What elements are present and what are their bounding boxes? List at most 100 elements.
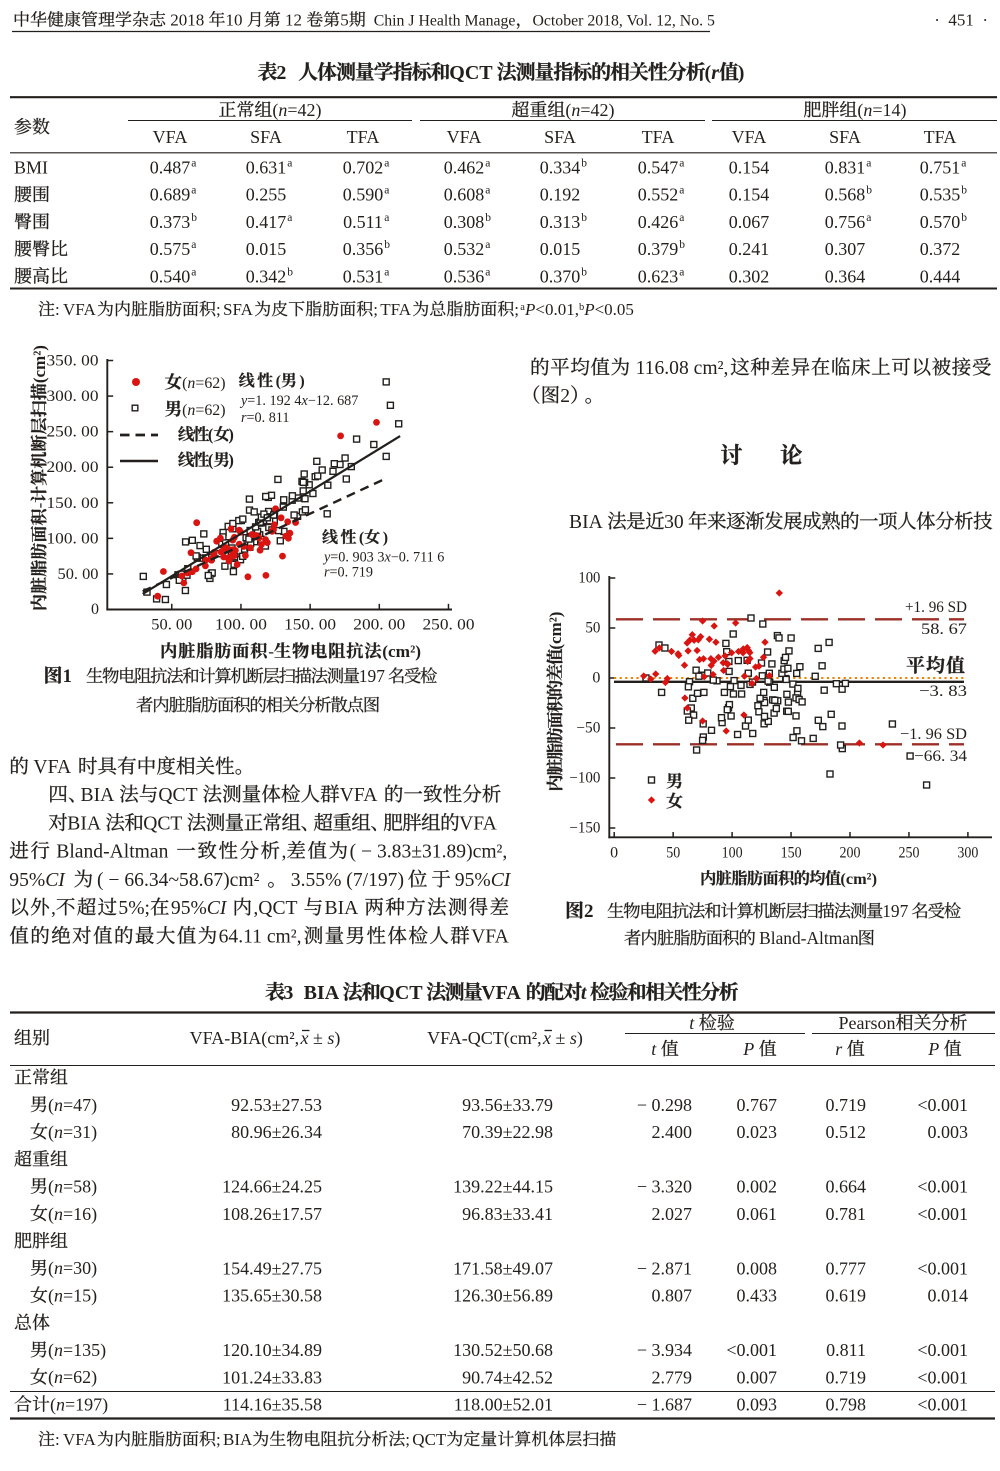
svg-text:0.719: 0.719 [826,1095,867,1115]
svg-text:±: ± [309,1028,328,1048]
svg-text:=16): =16) [63,1204,97,1225]
svg-text:0.756: 0.756 [825,212,866,232]
svg-text:cm²: cm² [30,351,49,378]
svg-text:30: 30 [664,512,689,533]
svg-text:0.751: 0.751 [920,158,961,178]
svg-text:0.356: 0.356 [343,239,384,259]
svg-text:n: n [54,1095,63,1115]
svg-text:n: n [571,100,580,120]
svg-text:a: a [866,212,871,224]
svg-text:n: n [54,1367,63,1387]
svg-text:b: b [961,212,967,224]
svg-text:0: 0 [610,845,618,862]
svg-text:197: 197 [882,901,912,921]
svg-text:0.007: 0.007 [737,1367,778,1387]
svg-text:93.56±33.79: 93.56±33.79 [462,1095,553,1115]
svg-text:x: x [300,1028,309,1048]
svg-text:( − 3.83±31.89)cm²,: ( − 3.83±31.89)cm², [350,842,508,863]
svg-text:cm²: cm² [388,642,415,661]
svg-text:Chin J Health Manage: Chin J Health Manage [366,13,516,30]
svg-text:): ) [415,642,421,661]
svg-text:2.779: 2.779 [652,1367,693,1387]
svg-text:<0.001: <0.001 [917,1367,968,1387]
svg-text:;: ; [373,300,378,319]
svg-text:0.373: 0.373 [150,212,191,232]
svg-text:a: a [520,302,525,313]
svg-text:a: a [485,266,490,278]
svg-text:90.74±42.52: 90.74±42.52 [462,1367,553,1387]
svg-text:200. 00: 200. 00 [353,617,405,634]
svg-text:VFA-BIA(cm²,: VFA-BIA(cm², [190,1028,300,1049]
svg-text:0.014: 0.014 [928,1286,969,1306]
svg-text:=58): =58) [63,1177,97,1198]
svg-text:(: ( [48,1122,54,1143]
svg-text:CI: CI [491,870,512,891]
svg-text:150. 00: 150. 00 [47,495,99,512]
svg-text:a: a [384,266,389,278]
svg-text:<0.001: <0.001 [917,1177,968,1197]
svg-text:0.552: 0.552 [638,185,679,205]
svg-text:50: 50 [585,620,600,637]
svg-text:0.364: 0.364 [825,266,866,286]
svg-text:92.53±27.53: 92.53±27.53 [231,1095,322,1115]
svg-text:0.154: 0.154 [729,185,770,205]
svg-text:0.370: 0.370 [540,266,581,286]
svg-text:a: a [191,185,196,197]
svg-text:0.334: 0.334 [540,158,581,178]
svg-text:QCT: QCT [412,1430,447,1449]
svg-text:a: a [961,158,966,170]
svg-text:0.008: 0.008 [737,1258,778,1278]
svg-text:cm²: cm² [846,869,872,888]
svg-text:250: 250 [899,845,920,862]
svg-text:): ) [299,373,304,390]
svg-text:2: 2 [276,62,286,84]
svg-text:BIA: BIA [325,898,363,919]
svg-text:0.807: 0.807 [652,1286,693,1306]
svg-text:=62): =62) [63,1367,97,1388]
svg-text:2018: 2018 [166,11,209,30]
svg-text:124.66±24.25: 124.66±24.25 [222,1177,322,1197]
svg-text:( − 66.34~58.67)cm²: ( − 66.34~58.67)cm² [97,870,260,891]
svg-text:0.719: 0.719 [826,1367,867,1387]
svg-text:y: y [322,550,331,566]
svg-text:0.532: 0.532 [444,239,485,259]
svg-text:100: 100 [578,570,600,587]
svg-text:VFA-QCT(cm²,: VFA-QCT(cm², [427,1028,542,1049]
svg-text:VFA: VFA [459,814,497,835]
svg-text:TFA: TFA [642,127,675,147]
svg-text:0.417: 0.417 [246,212,287,232]
svg-text:0.002: 0.002 [737,1177,778,1197]
svg-text:BIA: BIA [569,512,607,533]
svg-text:101.24±33.83: 101.24±33.83 [222,1367,322,1387]
svg-text:200: 200 [840,845,861,862]
svg-text:118.00±52.01: 118.00±52.01 [454,1395,553,1415]
svg-text:50. 00: 50. 00 [58,566,99,583]
svg-text:): ) [738,62,745,84]
svg-text:3: 3 [283,982,293,1004]
svg-text:s: s [570,1028,577,1048]
svg-text:(: ( [382,642,388,661]
svg-text:130.52±50.68: 130.52±50.68 [453,1340,553,1360]
svg-text:0.608: 0.608 [444,185,485,205]
svg-text:95%: 95% [455,870,491,891]
svg-text:135.65±30.58: 135.65±30.58 [222,1286,322,1306]
svg-text:0.590: 0.590 [343,185,384,205]
svg-text:0.575: 0.575 [150,239,191,259]
svg-text:0.536: 0.536 [444,266,485,286]
svg-text:): ) [383,530,388,547]
svg-text:(: ( [208,451,214,470]
svg-text:(: ( [48,1340,54,1361]
svg-text:(: ( [50,1395,56,1416]
svg-text:0.777: 0.777 [826,1258,867,1278]
svg-text:±: ± [551,1028,570,1048]
svg-text:95%: 95% [171,898,207,919]
svg-text:2.400: 2.400 [652,1122,693,1142]
svg-text:b: b [961,185,967,197]
svg-text:-: - [268,642,274,661]
svg-text:SFA: SFA [250,127,282,147]
svg-text:): ) [334,1028,340,1049]
svg-text:BIA: BIA [67,814,105,835]
svg-text:n: n [54,1122,63,1142]
svg-text:BIA: BIA [81,785,119,806]
svg-text:0.342: 0.342 [246,266,287,286]
